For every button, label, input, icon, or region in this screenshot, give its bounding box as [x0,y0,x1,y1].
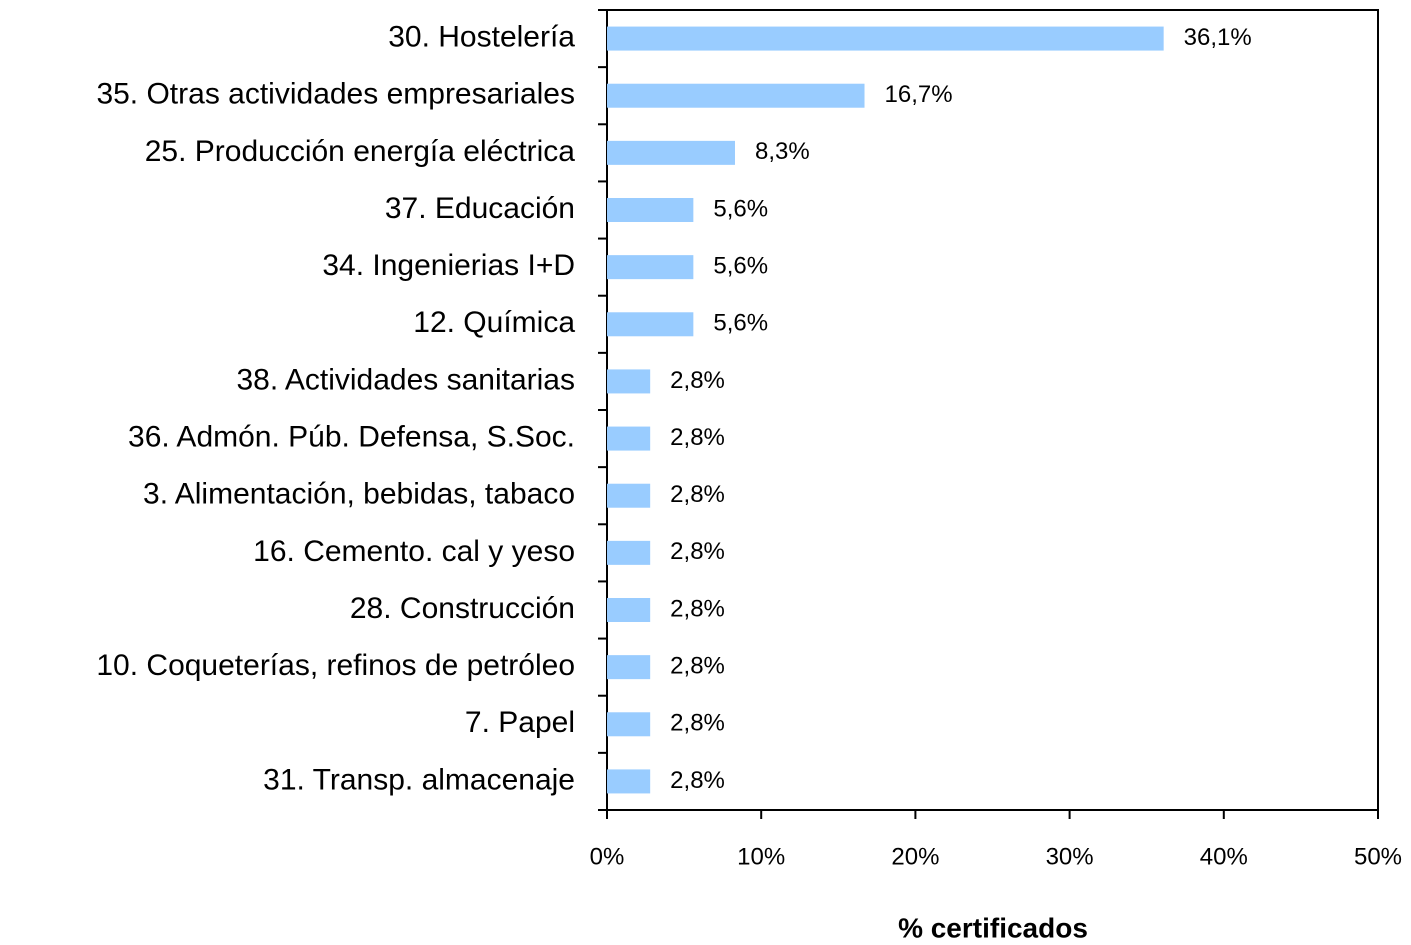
category-label: 3. Alimentación, bebidas, tabaco [143,478,575,511]
bar [607,140,735,165]
x-tick-label: 10% [737,843,785,870]
bar [607,312,694,337]
category-label: 31. Transp. almacenaje [263,763,575,796]
category-label: 12. Química [413,306,575,339]
bar [607,483,651,508]
category-label: 10. Coqueterías, refinos de petróleo [96,649,575,682]
value-label: 2,8% [670,367,725,394]
x-tick-label: 0% [590,843,625,870]
value-label: 2,8% [670,652,725,679]
bar [607,712,651,737]
category-label: 34. Ingenierias I+D [322,249,575,282]
category-label: 36. Admón. Púb. Defensa, S.Soc. [128,420,575,453]
bar [607,83,865,108]
category-label: 37. Educación [385,192,575,225]
x-tick-label: 30% [1046,843,1094,870]
bar [607,26,1164,51]
category-label: 38. Actividades sanitarias [236,363,575,396]
value-label: 2,8% [670,595,725,622]
category-label: 16. Cemento. cal y yeso [253,535,575,568]
value-label: 16,7% [885,81,953,108]
plot-frame [606,9,1379,811]
value-label: 36,1% [1184,24,1252,51]
value-label: 8,3% [755,138,810,165]
category-label: 25. Producción energía eléctrica [145,135,576,168]
x-tick-label: 50% [1354,843,1402,870]
bar [607,198,694,222]
value-label: 5,6% [713,195,768,222]
x-tick-label: 40% [1200,843,1248,870]
x-tick-label: 20% [891,843,939,870]
bar [607,426,651,451]
category-label: 35. Otras actividades empresariales [96,78,575,111]
bar [607,369,651,394]
category-label: 28. Construcción [350,592,575,625]
value-label: 2,8% [670,424,725,451]
x-axis-title: % certificados [898,912,1088,943]
category-label: 30. Hostelería [388,20,575,53]
value-label: 2,8% [670,481,725,508]
value-label: 5,6% [713,252,768,279]
category-label: 7. Papel [465,706,575,739]
value-label: 2,8% [670,710,725,737]
bar [607,598,651,622]
bar [607,255,694,280]
value-label: 5,6% [713,310,768,337]
bar [607,769,651,794]
value-label: 2,8% [670,538,725,565]
value-label: 2,8% [670,767,725,794]
bar [607,655,651,680]
bar [607,540,651,565]
